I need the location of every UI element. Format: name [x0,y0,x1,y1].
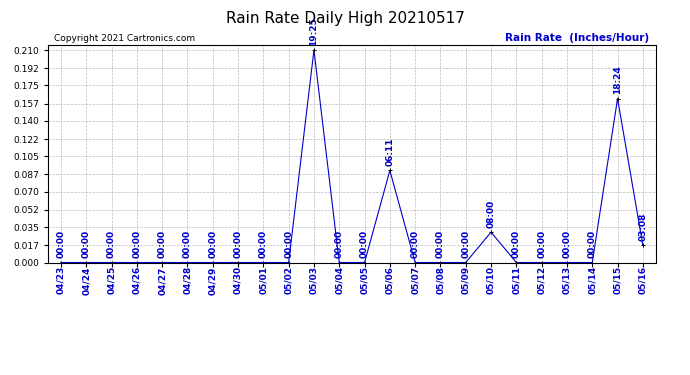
Text: 04/30: 04/30 [233,266,243,294]
Text: Copyright 2021 Cartronics.com: Copyright 2021 Cartronics.com [55,34,195,43]
Text: 00:00: 00:00 [512,230,521,258]
Text: 05/14: 05/14 [588,266,597,294]
Text: 18:24: 18:24 [613,66,622,94]
Text: 05/12: 05/12 [537,266,546,294]
Text: Rain Rate Daily High 20210517: Rain Rate Daily High 20210517 [226,11,464,26]
Text: 04/27: 04/27 [157,266,167,295]
Text: 00:00: 00:00 [588,230,597,258]
Text: 05/10: 05/10 [486,266,495,294]
Text: 00:00: 00:00 [233,230,243,258]
Text: 05/13: 05/13 [562,266,571,294]
Text: Rain Rate  (Inches/Hour): Rain Rate (Inches/Hour) [505,33,649,43]
Text: 08:00: 08:00 [486,200,495,228]
Text: 00:00: 00:00 [208,230,217,258]
Text: 05/02: 05/02 [284,266,293,294]
Text: 00:00: 00:00 [57,230,66,258]
Text: 05/01: 05/01 [259,266,268,294]
Text: 04/25: 04/25 [107,266,116,294]
Text: 04/24: 04/24 [81,266,91,295]
Text: 05/08: 05/08 [436,266,445,294]
Text: 00:00: 00:00 [81,230,91,258]
Text: 19:25: 19:25 [309,17,319,46]
Text: 00:00: 00:00 [183,230,192,258]
Text: 04/29: 04/29 [208,266,217,295]
Text: 05/16: 05/16 [638,266,647,294]
Text: 00:00: 00:00 [259,230,268,258]
Text: 00:00: 00:00 [284,230,293,258]
Text: 05/06: 05/06 [385,266,395,294]
Text: 05/11: 05/11 [512,266,521,294]
Text: 00:00: 00:00 [360,230,369,258]
Text: 04/28: 04/28 [183,266,192,294]
Text: 00:00: 00:00 [107,230,116,258]
Text: 00:00: 00:00 [157,230,167,258]
Text: 05/03: 05/03 [309,266,319,294]
Text: 00:00: 00:00 [461,230,471,258]
Text: 06:11: 06:11 [385,138,395,166]
Text: 00:00: 00:00 [436,230,445,258]
Text: 04/23: 04/23 [57,266,66,294]
Text: 00:00: 00:00 [411,230,420,258]
Text: 05/07: 05/07 [411,266,420,294]
Text: 00:00: 00:00 [562,230,571,258]
Text: 05/15: 05/15 [613,266,622,294]
Text: 00:00: 00:00 [132,230,141,258]
Text: 05/05: 05/05 [360,266,369,294]
Text: 00:00: 00:00 [335,230,344,258]
Text: 05/09: 05/09 [461,266,471,294]
Text: 05/04: 05/04 [335,266,344,294]
Text: 03:08: 03:08 [638,213,647,241]
Text: 00:00: 00:00 [537,230,546,258]
Text: 04/26: 04/26 [132,266,141,294]
